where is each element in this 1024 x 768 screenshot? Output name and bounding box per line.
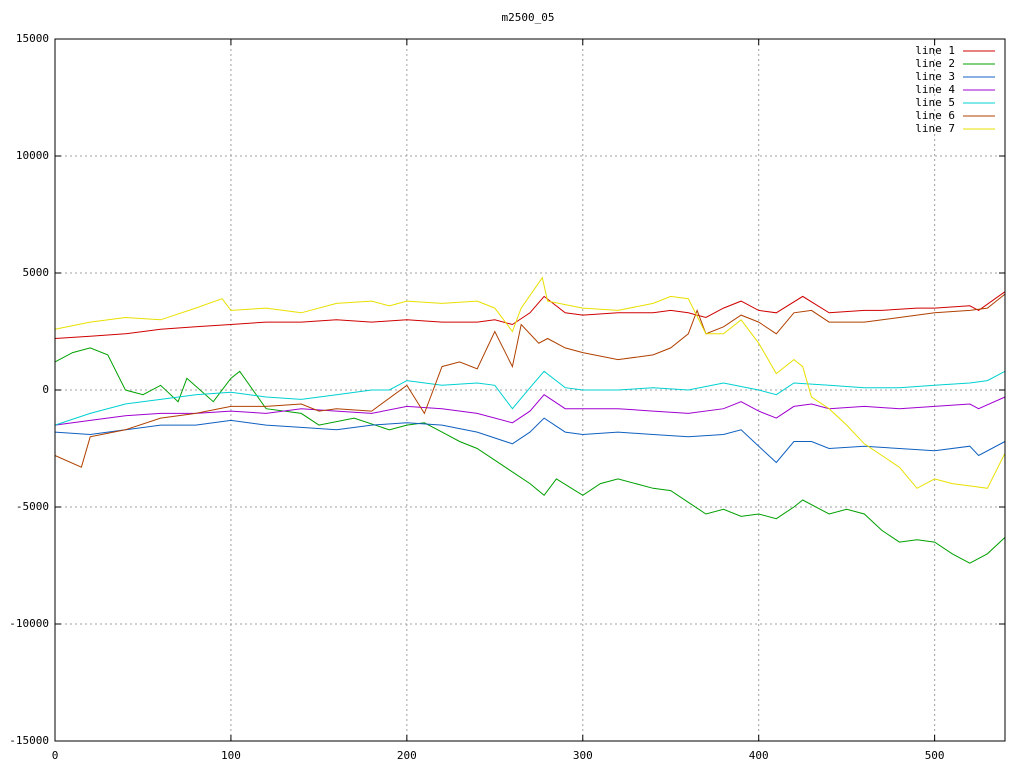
series-line: [54, 291, 1006, 339]
legend-label: line 5: [915, 96, 955, 109]
chart-title: m2500_05: [502, 11, 555, 24]
plot-border: [54, 38, 1006, 742]
legend-label: line 1: [915, 44, 955, 57]
y-tick-label: 5000: [23, 266, 50, 279]
legend-label: line 3: [915, 70, 955, 83]
legend-label: line 7: [915, 122, 955, 135]
series-line: [54, 394, 1006, 426]
x-tick-label: 400: [749, 749, 769, 762]
legend-label: line 2: [915, 57, 955, 70]
x-tick-label: 500: [925, 749, 945, 762]
series-line: [54, 370, 1006, 426]
series-line: [54, 347, 1006, 564]
x-tick-label: 300: [573, 749, 593, 762]
y-tick-label: 15000: [16, 32, 49, 45]
y-tick-label: -10000: [9, 617, 49, 630]
x-tick-label: 200: [397, 749, 417, 762]
x-tick-label: 0: [52, 749, 59, 762]
legend-label: line 4: [915, 83, 955, 96]
series-line: [54, 417, 1006, 464]
series-line: [54, 293, 1006, 468]
y-tick-label: 10000: [16, 149, 49, 162]
y-tick-label: 0: [42, 383, 49, 396]
x-tick-label: 100: [221, 749, 241, 762]
legend-label: line 6: [915, 109, 955, 122]
y-tick-label: -5000: [16, 500, 49, 513]
y-tick-label: -15000: [9, 734, 49, 747]
series-line: [54, 276, 1006, 489]
